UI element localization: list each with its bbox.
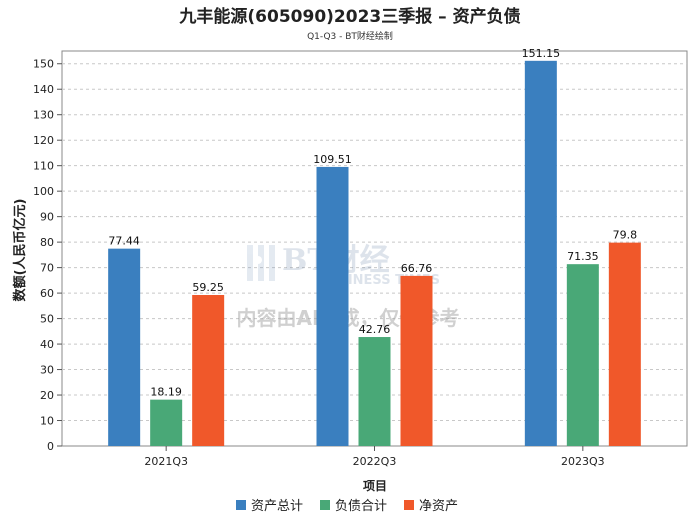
bar-净资产 — [400, 275, 433, 446]
y-tick-label: 70 — [40, 262, 54, 275]
y-tick-label: 120 — [33, 134, 54, 147]
data-label: 59.25 — [192, 281, 224, 294]
y-tick-label: 0 — [47, 440, 54, 453]
bar-净资产 — [192, 295, 225, 446]
x-axis: 2021Q3 2022Q3 2023Q3 — [144, 446, 605, 468]
y-tick-label: 80 — [40, 236, 54, 249]
bar-负债合计 — [150, 399, 183, 446]
y-tick-label: 50 — [40, 313, 54, 326]
bar-资产总计 — [316, 166, 349, 446]
x-axis-label: 项目 — [363, 479, 387, 493]
y-tick-label: 20 — [40, 389, 54, 402]
data-label: 151.15 — [522, 47, 561, 60]
chart-subtitle: Q1-Q3 - BT财经绘制 — [307, 30, 393, 42]
bars-layer: 77.44 18.19 59.25 109.51 42.76 66.76 151.15 71.… — [108, 47, 641, 447]
data-label: 42.76 — [359, 323, 391, 336]
legend: 资产总计 负债合计 净资产 — [236, 499, 458, 514]
bar-负债合计 — [566, 264, 599, 446]
data-label: 71.35 — [567, 250, 599, 263]
y-tick-label: 140 — [33, 83, 54, 96]
y-tick-label: 100 — [33, 185, 54, 198]
legend-label: 净资产 — [419, 499, 458, 514]
x-tick-label: 2021Q3 — [144, 455, 188, 468]
y-tick-label: 130 — [33, 109, 54, 122]
legend-swatch — [236, 500, 246, 510]
y-tick-label: 60 — [40, 287, 54, 300]
data-label: 77.44 — [108, 235, 140, 248]
legend-swatch — [404, 500, 414, 510]
y-tick-label: 10 — [40, 415, 54, 428]
legend-label: 资产总计 — [251, 499, 303, 514]
data-label: 79.8 — [613, 229, 638, 242]
data-label: 109.51 — [313, 153, 352, 166]
y-tick-label: 40 — [40, 338, 54, 351]
x-tick-label: 2022Q3 — [353, 455, 397, 468]
y-tick-label: 90 — [40, 211, 54, 224]
x-tick-label: 2023Q3 — [561, 455, 605, 468]
legend-swatch — [320, 500, 330, 510]
y-tick-label: 30 — [40, 364, 54, 377]
bar-资产总计 — [524, 60, 557, 447]
bar-负债合计 — [358, 337, 391, 446]
y-tick-label: 110 — [33, 160, 54, 173]
y-tick-label: 150 — [33, 58, 54, 71]
y-axis: 0 10 20 30 40 50 60 70 80 90 100 110 120 130 140 150 — [33, 58, 62, 453]
data-label: 18.19 — [150, 386, 182, 399]
watermark-logo — [247, 245, 275, 281]
bar-净资产 — [608, 242, 641, 446]
legend-label: 负债合计 — [335, 499, 387, 514]
bar-资产总计 — [108, 248, 141, 446]
chart-title: 九丰能源(605090)2023三季报 – 资产负债 — [178, 6, 520, 27]
y-axis-label: 数额(人民币亿元) — [12, 199, 28, 302]
data-label: 66.76 — [401, 262, 433, 275]
